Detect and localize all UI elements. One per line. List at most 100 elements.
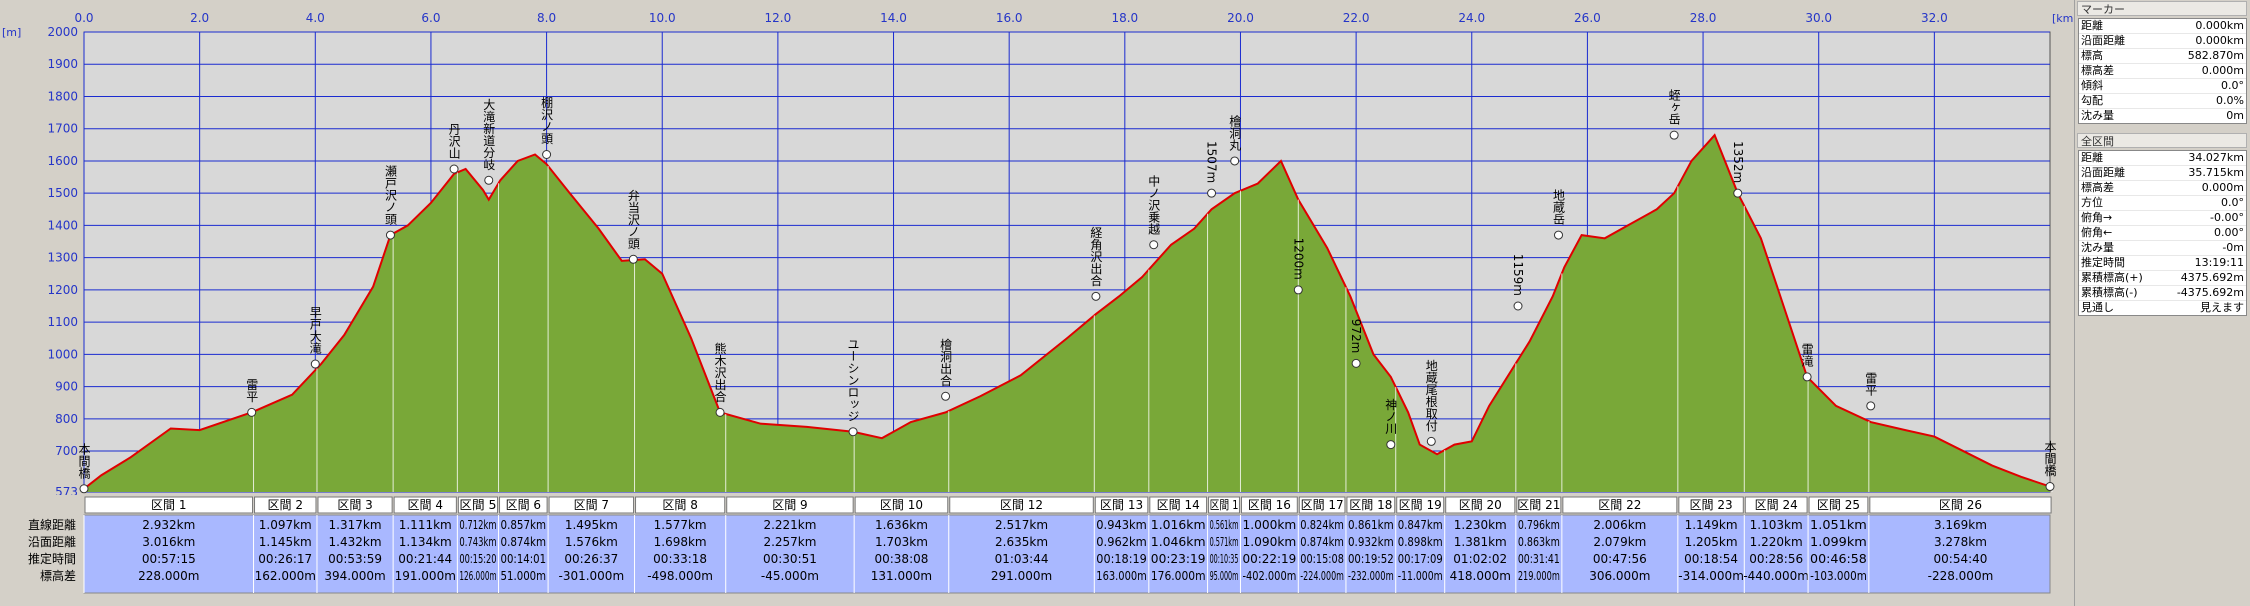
marker_panel-label: 標高: [2081, 49, 2103, 62]
total_panel-value: -4375.692m: [2176, 286, 2244, 299]
total_panel-value: 35.715km: [2188, 166, 2244, 179]
waypoint-marker: [79, 484, 89, 494]
total_panel-value: 13:19:11: [2194, 256, 2244, 269]
waypoint-label: 雷滝: [1800, 342, 1814, 366]
table-body: [83, 514, 2051, 594]
x-tick-label: 14.0: [880, 11, 907, 25]
marker_panel-value: 582.870m: [2187, 49, 2244, 62]
segment-header-cell: [1240, 496, 1298, 514]
waypoint-marker: [484, 175, 494, 185]
segment-value: 0.743km: [459, 535, 496, 549]
segment-value: 1.636km: [875, 518, 928, 532]
marker_panel-label: 距離: [2081, 19, 2103, 32]
segment-header-cell: [726, 496, 854, 514]
segment-value: 2.635km: [995, 535, 1048, 549]
segment-value: 0.561km: [1210, 518, 1239, 532]
total_panel-label: 見通し: [2081, 301, 2114, 314]
y-tick-label: 1100: [47, 315, 78, 329]
segment-name: 区間 3: [337, 498, 372, 512]
segment-value: 0.932km: [1348, 535, 1394, 549]
y-tick-label: 1800: [47, 89, 78, 103]
total_panel-value: 0.000m: [2201, 181, 2244, 194]
waypoint-label: 経角沢出合: [1089, 226, 1103, 286]
marker_panel-row: 距離 0.000km: [2079, 19, 2246, 34]
y-tick-label: 1300: [47, 251, 78, 265]
segment-name: 区間 1: [1210, 498, 1239, 512]
marker_panel-row: 沈み量 0m: [2079, 109, 2246, 123]
segment-header-cell: [1208, 496, 1240, 514]
segment-value: 2.517km: [995, 518, 1048, 532]
segment-header-cell: [1869, 496, 2052, 514]
waypoint-label: 蛭ヶ岳: [1667, 88, 1681, 125]
segment-name: 区間 17: [1301, 498, 1344, 512]
total_panel-label: 推定時間: [2081, 256, 2125, 269]
segment-value: 3.016km: [142, 535, 195, 549]
total-panel-title: 全区間: [2077, 133, 2247, 148]
segment-value: 00:30:51: [763, 552, 817, 566]
segment-header-cell: [393, 496, 457, 514]
segment-value: 00:31:41: [1518, 552, 1560, 566]
segment-header-cell: [1744, 496, 1808, 514]
waypoint-label: 檜洞出合: [939, 337, 953, 386]
total_panel-label: 沈み量: [2081, 241, 2114, 254]
segment-value: 2.006km: [1593, 518, 1646, 532]
segment-name: 区間 19: [1399, 498, 1442, 512]
segment-value: 306.000m: [1589, 569, 1650, 583]
segment-value: -498.000m: [647, 569, 713, 583]
marker_panel-value: 0.0°: [2221, 79, 2244, 92]
marker_panel-row: 標高 582.870m: [2079, 49, 2246, 64]
x-tick-label: 8.0: [537, 11, 556, 25]
segment-value: 00:18:54: [1684, 552, 1738, 566]
marker_panel-row: 傾斜 0.0°: [2079, 79, 2246, 94]
segment-name: 区間 14: [1157, 498, 1200, 512]
waypoint-marker: [1293, 285, 1303, 295]
waypoint-marker: [1091, 291, 1101, 301]
waypoint-marker: [1733, 188, 1743, 198]
waypoint-marker: [1866, 401, 1876, 411]
segment-value: 1.000km: [1242, 518, 1296, 532]
segment-value: 0.796km: [1518, 518, 1560, 532]
table-row-label: 沿面距離: [28, 535, 76, 549]
waypoint-label: 1159m: [1511, 254, 1525, 296]
segment-name: 区間 7: [574, 498, 609, 512]
x-tick-label: 26.0: [1574, 11, 1601, 25]
segment-name: 区間 9: [772, 498, 807, 512]
segment-value: 51.000m: [501, 569, 547, 583]
waypoint-marker: [1554, 230, 1563, 240]
segment-value: 0.943km: [1096, 518, 1147, 532]
x-tick-label: 0.0: [74, 11, 93, 25]
segment-value: 1.046km: [1151, 535, 1206, 549]
segment-value: 00:23:19: [1151, 552, 1206, 566]
segment-value: -232.000m: [1348, 569, 1394, 583]
segment-value: -103.000m: [1810, 569, 1867, 583]
info-panel: マーカー 距離 0.000km 沿面距離 0.000km 標高 582.870m 標高差 0.…: [2074, 0, 2250, 606]
segment-value: 3.169km: [1934, 518, 1987, 532]
segment-value: -402.000m: [1242, 569, 1296, 583]
segment-value: 0.962km: [1096, 535, 1147, 549]
marker_panel-row: 勾配 0.0%: [2079, 94, 2246, 109]
total_panel-label: 俯角←: [2081, 226, 2113, 239]
marker_panel-value: 0.0%: [2216, 94, 2244, 107]
segment-header-cell: [84, 496, 254, 514]
waypoint-marker: [2045, 482, 2055, 492]
segment-value: 00:21:44: [398, 552, 452, 566]
segment-value: 00:17:09: [1398, 552, 1443, 566]
total_panel-label: 累積標高(+): [2081, 271, 2143, 284]
segment-value: 1.111km: [399, 518, 452, 532]
y-tick-label: 700: [55, 444, 78, 458]
segment-name: 区間 22: [1598, 498, 1641, 512]
segment-value: 95.000m: [1210, 569, 1239, 583]
total_panel-label: 沿面距離: [2081, 166, 2125, 179]
segment-value: 0.874km: [1300, 535, 1344, 549]
marker_panel-label: 標高差: [2081, 64, 2114, 77]
segment-header-cell: [457, 496, 499, 514]
waypoint-marker: [449, 164, 459, 174]
x-tick-label: 18.0: [1111, 11, 1138, 25]
segment-header-cell: [854, 496, 949, 514]
elevation-area: [84, 135, 2050, 492]
y-tick-label: 1700: [47, 122, 78, 136]
waypoint-marker: [848, 427, 858, 437]
segment-value: -228.000m: [1928, 569, 1994, 583]
waypoint-label: 本間橋: [77, 442, 91, 479]
segment-value: 2.257km: [763, 535, 816, 549]
